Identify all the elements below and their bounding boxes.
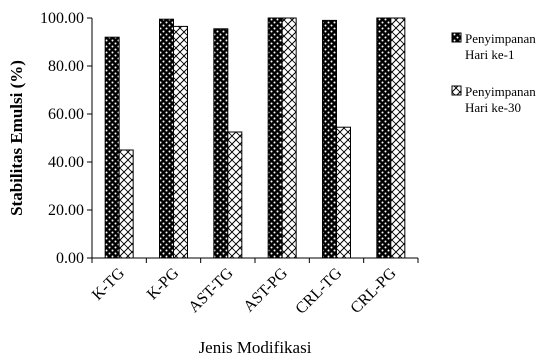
bars xyxy=(104,17,406,259)
bar-hari-ke-1 xyxy=(322,19,337,259)
y-tick-label: 100.00 xyxy=(40,10,84,27)
bar-hari-ke-30 xyxy=(281,17,297,259)
y-tick-label: 40.00 xyxy=(48,154,84,171)
x-tick-label: CRL-TG xyxy=(292,264,345,317)
x-tick-label: K-TG xyxy=(89,264,128,303)
y-tick-label: 0.00 xyxy=(56,250,84,267)
y-axis-title: Stabilitas Emulsi (%) xyxy=(7,60,26,216)
bar-hari-ke-1 xyxy=(267,17,283,259)
legend-label: Hari ke-30 xyxy=(465,100,521,115)
bar-hari-ke-1 xyxy=(104,36,120,259)
legend-label: Hari ke-1 xyxy=(465,47,514,62)
y-axis-ticks: 0.00 20.00 40.00 60.00 80.00 100.00 xyxy=(40,10,92,267)
legend-label: Penyimpanan xyxy=(465,31,536,46)
bar-hari-ke-30 xyxy=(118,149,134,259)
x-tick-label: K-PG xyxy=(144,264,183,303)
bar-hari-ke-1 xyxy=(376,17,392,259)
bar-hari-ke-30 xyxy=(227,131,243,259)
bar-hari-ke-30 xyxy=(390,17,406,259)
x-tick-label: AST-PG xyxy=(240,264,291,315)
y-tick-label: 60.00 xyxy=(48,106,84,123)
bar-hari-ke-1 xyxy=(213,28,229,259)
bar-hari-ke-1 xyxy=(159,18,174,259)
y-tick-label: 20.00 xyxy=(48,202,84,219)
x-axis-title: Jenis Modifikasi xyxy=(199,338,312,357)
bar-hari-ke-30 xyxy=(336,126,351,259)
x-axis-tick-labels: K-TG K-PG AST-TG AST-PG CRL-TG CRL-PG xyxy=(89,258,419,318)
legend-swatch xyxy=(451,85,462,96)
legend-swatch xyxy=(451,32,462,43)
x-tick-label: AST-TG xyxy=(185,264,237,316)
bar-hari-ke-30 xyxy=(173,25,188,259)
legend-label: Penyimpanan xyxy=(465,84,536,99)
y-tick-label: 80.00 xyxy=(48,58,84,75)
x-tick-label: CRL-PG xyxy=(347,264,400,317)
